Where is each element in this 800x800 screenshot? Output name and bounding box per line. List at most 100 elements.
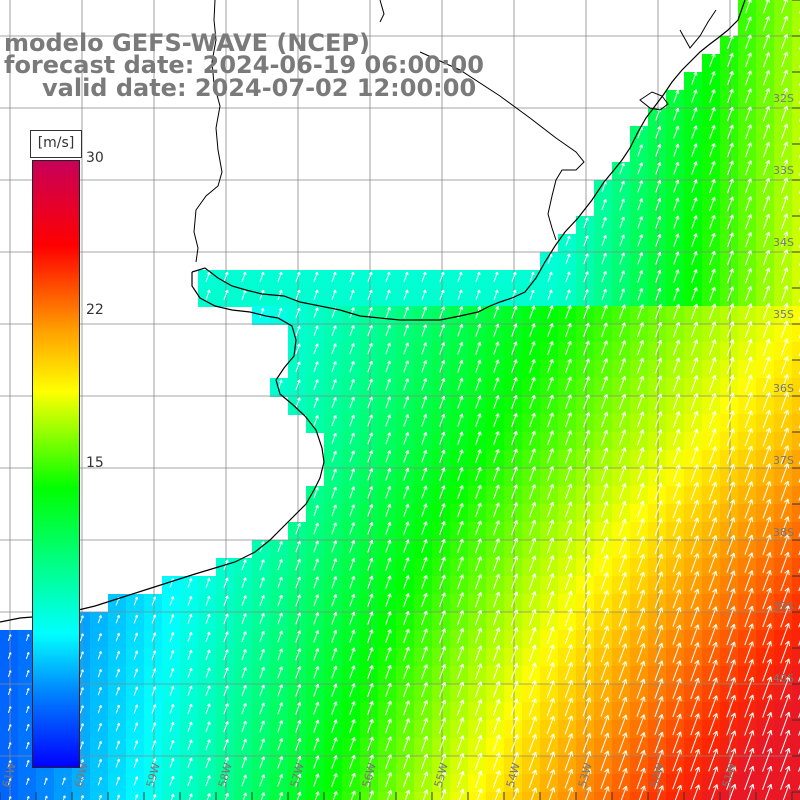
wind-cell [630, 198, 649, 217]
wind-arrow [403, 539, 410, 553]
wind-arrow [708, 624, 718, 646]
wind-cell [432, 594, 451, 613]
wind-arrow [691, 179, 698, 193]
wind-arrow [492, 663, 501, 680]
wind-cell [288, 270, 307, 289]
wind-arrow [726, 659, 736, 682]
wind-cell [576, 396, 595, 415]
wind-cell [630, 630, 649, 649]
wind-arrow [421, 556, 428, 572]
wind-arrow [349, 271, 355, 282]
wind-arrow [618, 429, 627, 446]
wind-cell [702, 306, 721, 325]
wind-cell [540, 720, 559, 739]
wind-cell [774, 126, 793, 145]
wind-cell [594, 306, 613, 325]
wind-cell [342, 288, 361, 307]
wind-arrow [618, 750, 628, 771]
wind-arrow [277, 666, 283, 679]
wind-arrow [583, 322, 590, 338]
wind-arrow [564, 679, 573, 699]
wind-arrow [654, 660, 664, 681]
wind-cell [216, 738, 235, 757]
wind-cell [792, 342, 800, 361]
wind-arrow [566, 786, 574, 800]
wind-cell [450, 558, 469, 577]
wind-arrow [439, 359, 446, 373]
wind-arrow [564, 644, 573, 663]
wind-arrow [708, 499, 718, 519]
wind-cell [702, 108, 721, 127]
wind-arrow [529, 466, 536, 482]
wind-cell [774, 684, 793, 703]
wind-cell [792, 396, 800, 415]
wind-arrow [367, 432, 373, 445]
wind-arrow [493, 377, 500, 391]
wind-cell [360, 450, 379, 469]
wind-cell [450, 738, 469, 757]
wind-cell [504, 774, 523, 793]
wind-cell [270, 288, 289, 307]
wind-arrow [474, 752, 483, 770]
wind-arrow [403, 718, 410, 734]
wind-arrow [349, 736, 356, 752]
wind-arrow [385, 593, 392, 607]
wind-arrow [654, 713, 664, 736]
wind-cell [648, 414, 667, 433]
wind-arrow [474, 663, 483, 680]
wind-cell [432, 630, 451, 649]
wind-cell [360, 720, 379, 739]
wind-arrow [564, 733, 574, 753]
wind-cell [270, 756, 289, 775]
wind-cell [720, 414, 739, 433]
wind-arrow [708, 357, 717, 374]
wind-cell [360, 666, 379, 685]
wind-cell [540, 432, 559, 451]
wind-arrow [780, 302, 789, 320]
wind-cell [738, 630, 757, 649]
wind-arrow [637, 288, 644, 301]
wind-arrow [528, 501, 537, 518]
wind-arrow [744, 427, 753, 447]
wind-cell [666, 522, 685, 541]
wind-arrow [619, 180, 625, 193]
wind-arrow [152, 793, 157, 800]
wind-cell [486, 684, 505, 703]
wind-arrow [7, 760, 12, 767]
wind-cell [396, 450, 415, 469]
wind-cell [342, 702, 361, 721]
wind-cell [792, 792, 800, 800]
wind-cell [450, 684, 469, 703]
wind-arrow [655, 126, 662, 139]
wind-arrow [492, 734, 501, 753]
wind-arrow [691, 287, 698, 302]
wind-cell [324, 630, 343, 649]
wind-cell [234, 576, 253, 595]
wind-cell [288, 324, 307, 343]
wind-cell [432, 432, 451, 451]
wind-arrow [295, 361, 301, 373]
wind-cell [738, 468, 757, 487]
wind-arrow [456, 681, 465, 698]
wind-arrow [529, 448, 536, 464]
wind-cell [342, 306, 361, 325]
wind-arrow [654, 518, 663, 537]
wind-arrow [619, 304, 626, 320]
wind-arrow [762, 445, 772, 465]
wind-cell [522, 684, 541, 703]
wind-arrow [313, 737, 320, 751]
wind-arrow [278, 791, 284, 800]
wind-cell [360, 576, 379, 595]
wind-cell [522, 702, 541, 721]
wind-cell [648, 288, 667, 307]
wind-arrow [582, 447, 591, 464]
wind-arrow [313, 665, 320, 679]
wind-cell [450, 666, 469, 685]
wind-cell [396, 414, 415, 433]
wind-cell [540, 666, 559, 685]
wind-cell [756, 234, 775, 253]
wind-arrow [745, 16, 752, 32]
wind-cell [432, 360, 451, 379]
wind-cell [684, 522, 703, 541]
wind-arrow [546, 573, 555, 590]
